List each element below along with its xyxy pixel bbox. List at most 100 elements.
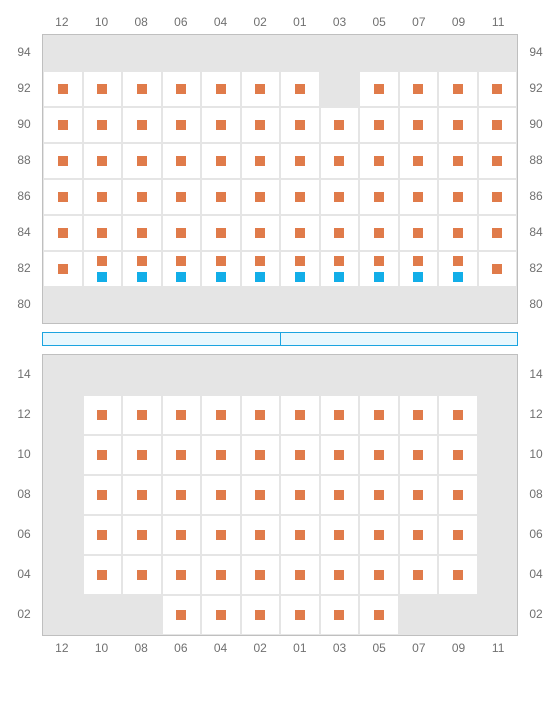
seat-cell[interactable] xyxy=(83,215,123,251)
seat-cell[interactable] xyxy=(83,395,123,435)
seat-cell[interactable] xyxy=(43,71,83,107)
seat-cell[interactable] xyxy=(359,215,399,251)
seat-cell[interactable] xyxy=(241,595,281,635)
seat-cell[interactable] xyxy=(83,475,123,515)
seat-cell[interactable] xyxy=(399,71,439,107)
seat-cell[interactable] xyxy=(162,515,202,555)
seat-cell[interactable] xyxy=(43,251,83,287)
seat-cell[interactable] xyxy=(320,215,360,251)
seat-cell[interactable] xyxy=(83,71,123,107)
seat-cell[interactable] xyxy=(320,595,360,635)
seat-cell[interactable] xyxy=(438,215,478,251)
seat-cell[interactable] xyxy=(359,515,399,555)
seat-cell[interactable] xyxy=(438,71,478,107)
seat-cell[interactable] xyxy=(399,179,439,215)
seat-cell-dual[interactable] xyxy=(438,251,478,287)
seat-cell[interactable] xyxy=(478,107,518,143)
seat-cell[interactable] xyxy=(280,107,320,143)
seat-cell[interactable] xyxy=(438,179,478,215)
seat-cell[interactable] xyxy=(280,143,320,179)
seat-cell[interactable] xyxy=(201,435,241,475)
seat-cell[interactable] xyxy=(438,475,478,515)
seat-cell[interactable] xyxy=(478,71,518,107)
seat-cell[interactable] xyxy=(83,107,123,143)
seat-cell[interactable] xyxy=(241,395,281,435)
seat-cell[interactable] xyxy=(201,71,241,107)
seat-cell[interactable] xyxy=(83,179,123,215)
seat-cell[interactable] xyxy=(320,515,360,555)
seat-cell[interactable] xyxy=(320,555,360,595)
seat-cell[interactable] xyxy=(162,475,202,515)
seat-cell[interactable] xyxy=(438,515,478,555)
seat-cell-dual[interactable] xyxy=(280,251,320,287)
seat-cell[interactable] xyxy=(83,435,123,475)
seat-cell[interactable] xyxy=(122,107,162,143)
seat-cell[interactable] xyxy=(162,179,202,215)
seat-cell[interactable] xyxy=(438,143,478,179)
seat-cell[interactable] xyxy=(478,251,518,287)
seat-cell[interactable] xyxy=(241,435,281,475)
seat-cell[interactable] xyxy=(241,71,281,107)
seat-cell[interactable] xyxy=(280,215,320,251)
seat-cell[interactable] xyxy=(478,143,518,179)
seat-cell[interactable] xyxy=(241,179,281,215)
seat-cell-dual[interactable] xyxy=(83,251,123,287)
seat-cell[interactable] xyxy=(122,215,162,251)
seat-cell[interactable] xyxy=(83,555,123,595)
seat-cell[interactable] xyxy=(399,435,439,475)
seat-cell[interactable] xyxy=(359,107,399,143)
seat-cell[interactable] xyxy=(320,395,360,435)
seat-cell[interactable] xyxy=(241,555,281,595)
seat-cell-dual[interactable] xyxy=(320,251,360,287)
seat-cell[interactable] xyxy=(280,515,320,555)
seat-cell[interactable] xyxy=(359,71,399,107)
seat-cell[interactable] xyxy=(162,395,202,435)
seat-cell[interactable] xyxy=(359,143,399,179)
seat-cell[interactable] xyxy=(280,395,320,435)
seat-cell[interactable] xyxy=(399,475,439,515)
seat-cell[interactable] xyxy=(162,435,202,475)
seat-cell[interactable] xyxy=(320,475,360,515)
seat-cell[interactable] xyxy=(201,555,241,595)
seat-cell[interactable] xyxy=(43,107,83,143)
seat-cell-dual[interactable] xyxy=(201,251,241,287)
seat-cell[interactable] xyxy=(241,215,281,251)
seat-cell[interactable] xyxy=(162,555,202,595)
seat-cell[interactable] xyxy=(122,395,162,435)
seat-cell[interactable] xyxy=(438,107,478,143)
seat-cell[interactable] xyxy=(359,555,399,595)
seat-cell[interactable] xyxy=(122,555,162,595)
seat-cell[interactable] xyxy=(320,143,360,179)
seat-cell[interactable] xyxy=(241,475,281,515)
seat-cell[interactable] xyxy=(438,395,478,435)
seat-cell[interactable] xyxy=(320,435,360,475)
seat-cell[interactable] xyxy=(162,143,202,179)
seat-cell[interactable] xyxy=(241,107,281,143)
seat-cell[interactable] xyxy=(162,595,202,635)
seat-cell[interactable] xyxy=(122,179,162,215)
seat-cell-dual[interactable] xyxy=(359,251,399,287)
seat-cell[interactable] xyxy=(438,435,478,475)
seat-cell-dual[interactable] xyxy=(162,251,202,287)
seat-cell[interactable] xyxy=(478,215,518,251)
seat-cell[interactable] xyxy=(43,179,83,215)
seat-cell[interactable] xyxy=(359,395,399,435)
seat-cell[interactable] xyxy=(122,71,162,107)
seat-cell[interactable] xyxy=(399,107,439,143)
seat-cell[interactable] xyxy=(280,475,320,515)
seat-cell[interactable] xyxy=(320,107,360,143)
seat-cell[interactable] xyxy=(320,179,360,215)
seat-cell[interactable] xyxy=(43,143,83,179)
seat-cell[interactable] xyxy=(241,143,281,179)
seat-cell[interactable] xyxy=(201,107,241,143)
seat-cell[interactable] xyxy=(280,179,320,215)
seat-cell[interactable] xyxy=(280,595,320,635)
seat-cell[interactable] xyxy=(201,595,241,635)
seat-cell[interactable] xyxy=(201,475,241,515)
seat-cell[interactable] xyxy=(201,515,241,555)
seat-cell[interactable] xyxy=(399,215,439,251)
seat-cell[interactable] xyxy=(122,435,162,475)
seat-cell[interactable] xyxy=(122,515,162,555)
seat-cell[interactable] xyxy=(201,143,241,179)
seat-cell-dual[interactable] xyxy=(399,251,439,287)
